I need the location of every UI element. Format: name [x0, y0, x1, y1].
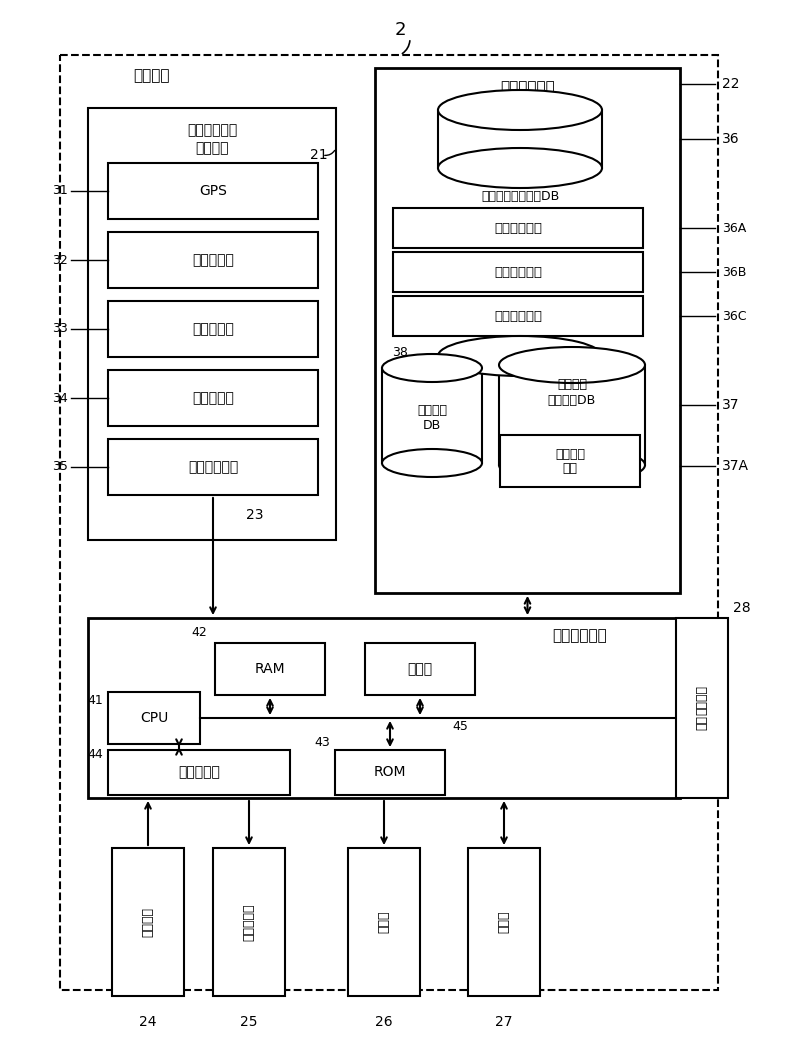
Bar	[108, 301, 318, 357]
Text: 22: 22	[722, 77, 739, 91]
Text: 距离传感器: 距离传感器	[192, 322, 234, 336]
Text: 41: 41	[87, 694, 103, 706]
Bar	[108, 163, 318, 219]
Ellipse shape	[438, 336, 602, 376]
Bar	[468, 848, 540, 996]
Text: 33: 33	[52, 323, 68, 335]
Text: 计时器: 计时器	[407, 662, 433, 676]
Text: GPS: GPS	[199, 184, 227, 198]
Text: DB: DB	[423, 419, 441, 432]
Bar	[393, 208, 643, 248]
Bar	[335, 750, 445, 795]
Text: 地磁传感器: 地磁传感器	[192, 253, 234, 267]
Text: 导航控制单元: 导航控制单元	[553, 629, 607, 643]
Text: 陀螺仪传感器: 陀螺仪传感器	[188, 460, 238, 474]
Text: RAM: RAM	[254, 662, 286, 676]
Bar	[108, 750, 290, 795]
Text: 36A: 36A	[722, 221, 746, 235]
Text: 地图信息DB: 地图信息DB	[548, 394, 596, 408]
Text: 导航仪侧: 导航仪侧	[557, 378, 587, 392]
Bar	[88, 618, 680, 798]
Text: 导航仪侧交通信息DB: 导航仪侧交通信息DB	[481, 190, 559, 202]
Bar	[499, 365, 645, 465]
Text: 32: 32	[52, 254, 68, 266]
Text: 转向传感器: 转向传感器	[192, 391, 234, 405]
Text: 闪速存储器: 闪速存储器	[178, 765, 220, 780]
Bar	[393, 252, 643, 292]
Text: 2: 2	[394, 21, 406, 39]
Text: 38: 38	[392, 346, 408, 358]
Ellipse shape	[438, 148, 602, 188]
Text: 25: 25	[240, 1016, 258, 1029]
Bar	[382, 368, 482, 463]
Ellipse shape	[382, 449, 482, 477]
Bar	[365, 643, 475, 695]
Text: 36B: 36B	[722, 265, 746, 279]
Bar	[108, 232, 318, 288]
Text: 35: 35	[52, 460, 68, 474]
Bar	[438, 110, 602, 168]
Text: 44: 44	[87, 748, 103, 762]
Text: 27: 27	[495, 1016, 513, 1029]
Text: 36: 36	[722, 132, 740, 146]
Bar	[500, 435, 640, 487]
Text: 液晶显示器: 液晶显示器	[242, 903, 255, 941]
Text: CPU: CPU	[140, 711, 168, 725]
Bar	[348, 848, 420, 996]
Bar	[112, 848, 184, 996]
Ellipse shape	[499, 447, 645, 483]
Text: 21: 21	[310, 148, 328, 162]
Text: 31: 31	[52, 184, 68, 197]
Bar	[393, 296, 643, 336]
Ellipse shape	[382, 354, 482, 383]
Text: 28: 28	[733, 601, 750, 615]
Text: ROM: ROM	[374, 765, 406, 780]
Bar	[108, 370, 318, 425]
Bar	[60, 54, 718, 990]
Text: 扬声器: 扬声器	[378, 911, 390, 934]
Text: 26: 26	[375, 1016, 393, 1029]
Text: 信息: 信息	[562, 462, 578, 476]
Text: 45: 45	[452, 720, 468, 733]
Text: 36C: 36C	[722, 309, 746, 323]
Text: 统计交通信息: 统计交通信息	[494, 265, 542, 279]
Text: 数据记录单元: 数据记录单元	[500, 81, 555, 95]
Text: 驾驶历史: 驾驶历史	[417, 403, 447, 417]
Bar	[108, 692, 200, 744]
Text: 当前位置检测: 当前位置检测	[187, 123, 237, 137]
Text: 37A: 37A	[722, 459, 749, 473]
Text: 导航设备: 导航设备	[134, 68, 170, 84]
Text: 当前交通信息: 当前交通信息	[494, 221, 542, 235]
Text: 车辆速度: 车辆速度	[695, 685, 709, 715]
Text: 导航地图: 导航地图	[555, 449, 585, 461]
Text: 24: 24	[139, 1016, 157, 1029]
Bar	[213, 848, 285, 996]
Bar	[215, 643, 325, 695]
Ellipse shape	[499, 347, 645, 383]
Text: 43: 43	[314, 736, 330, 748]
Bar	[676, 618, 728, 798]
Text: 操作单元: 操作单元	[142, 907, 154, 937]
Bar	[375, 68, 680, 593]
Text: 42: 42	[191, 627, 207, 639]
Bar	[108, 439, 318, 495]
Ellipse shape	[438, 90, 602, 130]
Text: 23: 23	[246, 508, 264, 522]
Text: 处理单元: 处理单元	[195, 141, 229, 155]
Text: 34: 34	[52, 392, 68, 405]
Text: 通信机: 通信机	[498, 911, 510, 934]
Text: 预测交通信息: 预测交通信息	[494, 309, 542, 323]
Text: 传感: 传感	[695, 715, 709, 729]
Bar	[88, 108, 336, 540]
Text: 37: 37	[722, 398, 739, 412]
